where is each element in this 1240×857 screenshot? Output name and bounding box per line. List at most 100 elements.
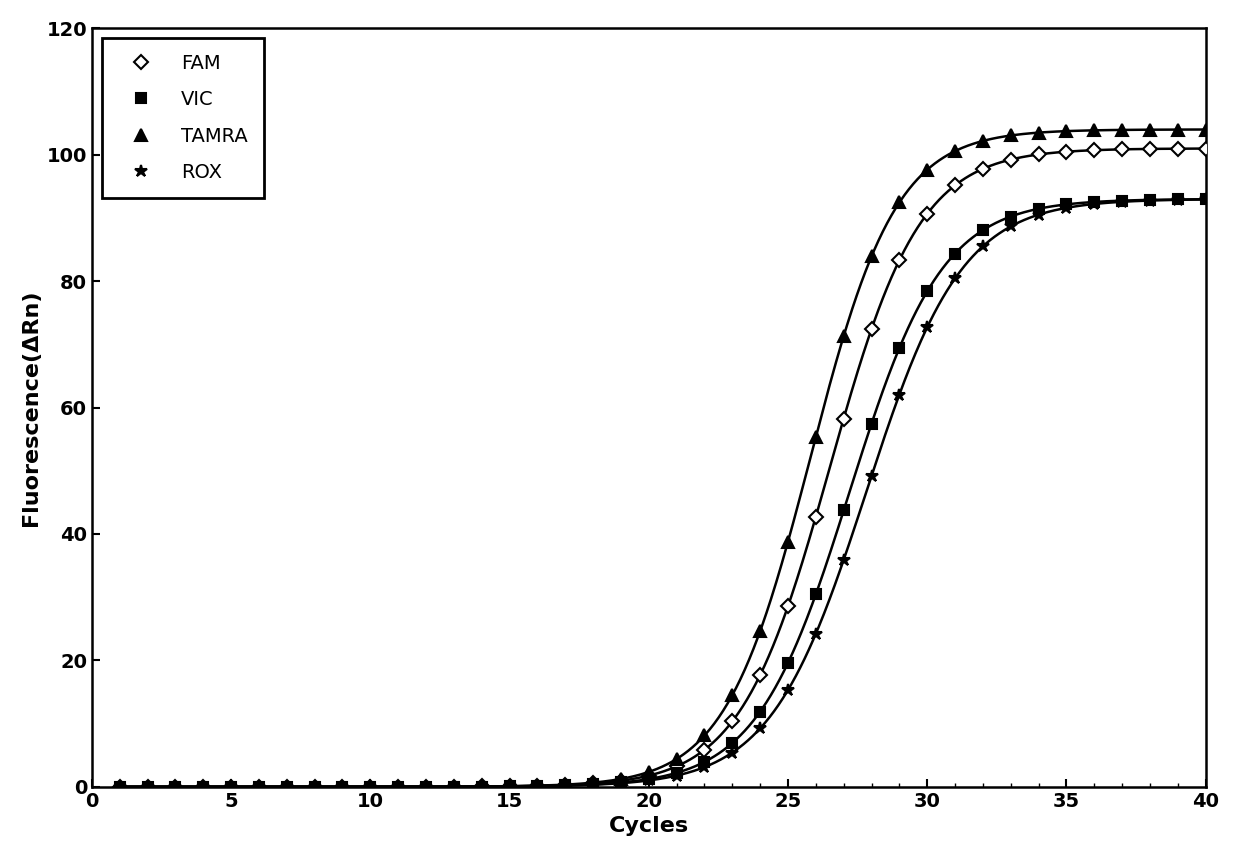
- VIC: [670, 768, 684, 778]
- FAM: [1003, 154, 1018, 165]
- ROX: [947, 273, 962, 284]
- ROX: [308, 782, 322, 792]
- TAMRA: [614, 774, 629, 784]
- ROX: [1003, 221, 1018, 231]
- ROX: [864, 470, 879, 481]
- TAMRA: [529, 781, 544, 791]
- VIC: [1059, 199, 1074, 209]
- FAM: [1115, 144, 1130, 154]
- VIC: [446, 782, 461, 792]
- VIC: [1032, 204, 1047, 214]
- FAM: [502, 781, 517, 791]
- FAM: [1032, 149, 1047, 159]
- FAM: [976, 164, 991, 174]
- FAM: [446, 782, 461, 792]
- VIC: [1198, 194, 1213, 204]
- FAM: [725, 716, 740, 727]
- Line: FAM: FAM: [115, 144, 1210, 792]
- ROX: [808, 628, 823, 638]
- VIC: [308, 782, 322, 792]
- VIC: [363, 782, 378, 792]
- TAMRA: [502, 781, 517, 791]
- FAM: [892, 255, 906, 266]
- TAMRA: [1059, 126, 1074, 136]
- VIC: [1115, 195, 1130, 206]
- FAM: [1059, 147, 1074, 157]
- VIC: [1171, 195, 1185, 205]
- VIC: [1086, 197, 1101, 207]
- FAM: [140, 782, 155, 792]
- TAMRA: [947, 146, 962, 156]
- ROX: [140, 782, 155, 792]
- FAM: [529, 781, 544, 791]
- ROX: [558, 781, 573, 791]
- VIC: [558, 781, 573, 791]
- FAM: [308, 782, 322, 792]
- ROX: [1171, 195, 1185, 205]
- FAM: [697, 745, 712, 755]
- VIC: [585, 779, 600, 789]
- Line: ROX: ROX: [114, 193, 1211, 793]
- ROX: [391, 782, 405, 792]
- VIC: [780, 657, 795, 668]
- VIC: [976, 225, 991, 236]
- FAM: [1171, 144, 1185, 154]
- TAMRA: [697, 730, 712, 740]
- ROX: [697, 762, 712, 772]
- TAMRA: [836, 331, 851, 341]
- TAMRA: [391, 782, 405, 792]
- ROX: [419, 782, 434, 792]
- VIC: [641, 774, 656, 784]
- TAMRA: [976, 135, 991, 146]
- VIC: [808, 589, 823, 599]
- VIC: [920, 286, 935, 297]
- TAMRA: [808, 432, 823, 442]
- VIC: [753, 706, 768, 716]
- TAMRA: [1086, 125, 1101, 135]
- TAMRA: [335, 782, 350, 792]
- TAMRA: [363, 782, 378, 792]
- TAMRA: [1198, 124, 1213, 135]
- FAM: [113, 782, 128, 792]
- ROX: [725, 747, 740, 758]
- VIC: [196, 782, 211, 792]
- FAM: [474, 782, 489, 792]
- VIC: [697, 757, 712, 767]
- FAM: [391, 782, 405, 792]
- ROX: [529, 781, 544, 791]
- ROX: [1142, 195, 1157, 206]
- ROX: [920, 322, 935, 333]
- FAM: [670, 761, 684, 771]
- VIC: [223, 782, 238, 792]
- TAMRA: [279, 782, 294, 792]
- FAM: [223, 782, 238, 792]
- ROX: [252, 782, 267, 792]
- FAM: [252, 782, 267, 792]
- FAM: [167, 782, 182, 792]
- TAMRA: [252, 782, 267, 792]
- TAMRA: [113, 782, 128, 792]
- Line: TAMRA: TAMRA: [114, 124, 1211, 793]
- FAM: [585, 778, 600, 788]
- TAMRA: [419, 782, 434, 792]
- TAMRA: [780, 536, 795, 547]
- ROX: [167, 782, 182, 792]
- ROX: [753, 723, 768, 734]
- TAMRA: [196, 782, 211, 792]
- FAM: [1198, 143, 1213, 153]
- VIC: [391, 782, 405, 792]
- TAMRA: [474, 782, 489, 792]
- ROX: [892, 389, 906, 399]
- TAMRA: [1003, 130, 1018, 141]
- ROX: [446, 782, 461, 792]
- ROX: [1086, 199, 1101, 209]
- FAM: [1086, 145, 1101, 155]
- FAM: [836, 413, 851, 423]
- Y-axis label: Fluorescence(ΔRn): Fluorescence(ΔRn): [21, 290, 41, 526]
- ROX: [474, 782, 489, 792]
- ROX: [279, 782, 294, 792]
- VIC: [947, 249, 962, 259]
- FAM: [753, 670, 768, 680]
- FAM: [335, 782, 350, 792]
- ROX: [1198, 195, 1213, 205]
